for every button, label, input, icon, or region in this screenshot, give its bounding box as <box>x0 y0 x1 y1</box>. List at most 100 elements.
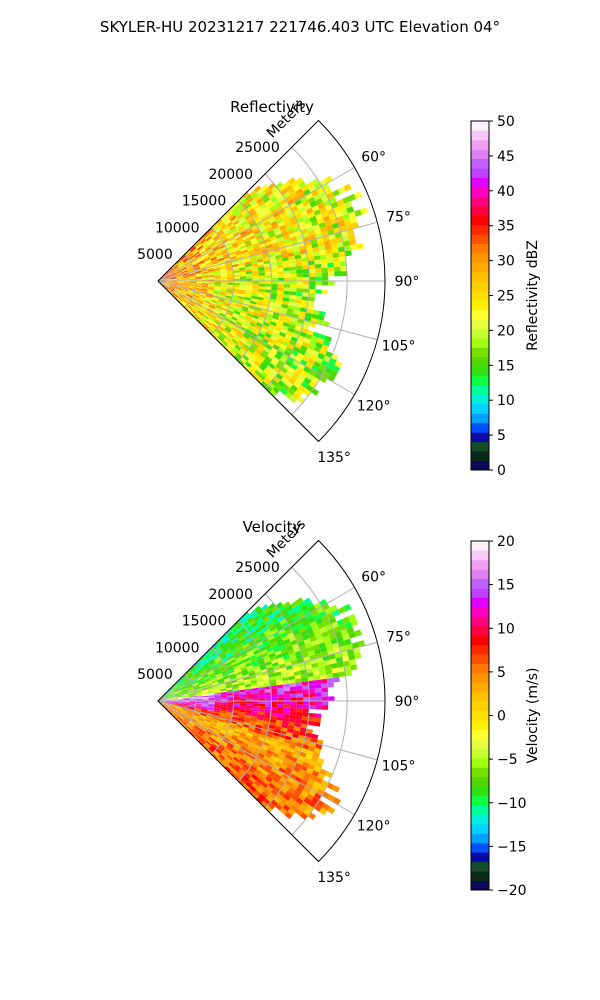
radar-cell <box>232 734 239 739</box>
radar-cell <box>201 274 209 277</box>
radar-cell <box>232 292 239 296</box>
radar-cell <box>282 720 289 726</box>
radar-cell <box>227 654 235 660</box>
radar-cell <box>290 277 297 281</box>
radar-cell <box>267 382 276 390</box>
radar-cell <box>219 743 226 750</box>
radar-cell <box>163 696 170 699</box>
radar-cell <box>214 697 221 700</box>
radar-cell <box>282 804 291 812</box>
radar-cell <box>307 763 316 771</box>
radar-cell <box>243 211 250 218</box>
radar-cell <box>242 783 250 791</box>
radar-cell <box>228 251 236 256</box>
radar-cell <box>170 703 177 706</box>
radar-cell <box>242 254 250 259</box>
radar-cell <box>338 251 346 258</box>
radar-cell <box>245 712 252 716</box>
radar-cell <box>270 658 278 664</box>
radar-cell <box>331 222 340 230</box>
radar-cell <box>203 734 209 740</box>
radar-cell <box>249 254 257 259</box>
radar-cell <box>258 784 266 792</box>
radar-cell <box>180 712 187 716</box>
colorbar-swatch <box>471 413 489 424</box>
radar-cell <box>243 739 251 745</box>
radar-cell <box>225 745 232 751</box>
radar-cell <box>235 643 243 650</box>
radar-cell <box>222 318 229 324</box>
radar-cell <box>238 748 246 754</box>
colorbar-tick-label: 5 <box>497 665 506 681</box>
radar-cell <box>233 281 240 284</box>
radar-cell <box>275 674 282 680</box>
radar-cell <box>232 243 239 248</box>
radar-cell <box>225 651 232 657</box>
radar-cell <box>163 275 170 279</box>
colorbar-swatch <box>471 654 489 665</box>
radar-cell <box>249 322 256 328</box>
radar-cell <box>265 356 273 363</box>
radar-cell <box>315 272 322 277</box>
radar-cell <box>238 616 245 623</box>
radar-cell <box>277 284 285 288</box>
radar-cell <box>233 690 240 694</box>
radar-cell <box>221 645 228 652</box>
radar-cell <box>217 735 224 741</box>
radar-cell <box>242 251 249 256</box>
radar-cell <box>313 255 321 261</box>
radar-cell <box>276 293 284 298</box>
radar-cell <box>192 262 199 266</box>
radar-cell <box>229 331 236 337</box>
radar-cell <box>266 226 274 233</box>
radar-cell <box>238 293 246 298</box>
radar-cell <box>326 678 334 684</box>
radar-cell <box>232 686 239 690</box>
radar-cell <box>288 215 297 222</box>
colorbar-swatch <box>471 328 489 339</box>
radar-cell <box>265 375 274 383</box>
radar-cell <box>236 238 244 243</box>
radar-cell <box>175 692 182 695</box>
radar-cell <box>184 307 190 313</box>
radar-cell <box>309 200 318 208</box>
radar-cell <box>171 263 177 269</box>
radar-cell <box>168 287 175 292</box>
radar-cell <box>227 273 234 276</box>
radar-cell <box>259 243 266 248</box>
radar-cell <box>203 323 210 329</box>
radar-cell <box>220 284 228 287</box>
radar-cell <box>257 714 265 718</box>
radar-cell <box>311 205 320 212</box>
radar-cell <box>258 288 265 293</box>
radar-cell <box>211 732 219 738</box>
radar-cell <box>243 301 250 306</box>
radar-cell <box>163 693 169 698</box>
radar-cell <box>228 342 235 349</box>
radar-cell <box>170 704 177 707</box>
radar-cell <box>283 687 290 692</box>
radar-cell <box>229 320 236 326</box>
radar-cell <box>220 654 227 660</box>
radar-cell <box>210 676 217 681</box>
radar-cell <box>176 699 184 701</box>
radar-cell <box>290 270 297 275</box>
colorbar-swatch <box>471 394 489 405</box>
radar-cell <box>213 687 220 691</box>
radar-cell <box>225 717 232 721</box>
radar-cell <box>170 275 177 278</box>
radar-cell <box>183 698 190 700</box>
radar-cell <box>251 342 259 349</box>
radar-cell <box>213 686 220 690</box>
radar-cell <box>289 353 297 360</box>
radar-cell <box>300 327 308 334</box>
radar-cell <box>233 219 240 226</box>
radar-cell <box>184 297 191 302</box>
radar-cell <box>256 641 264 647</box>
radar-cell <box>201 691 208 695</box>
radar-cell <box>268 758 276 765</box>
radar-cell <box>238 682 245 687</box>
radar-cell <box>288 232 296 239</box>
radar-cell <box>290 690 297 695</box>
radar-cell <box>283 704 291 708</box>
